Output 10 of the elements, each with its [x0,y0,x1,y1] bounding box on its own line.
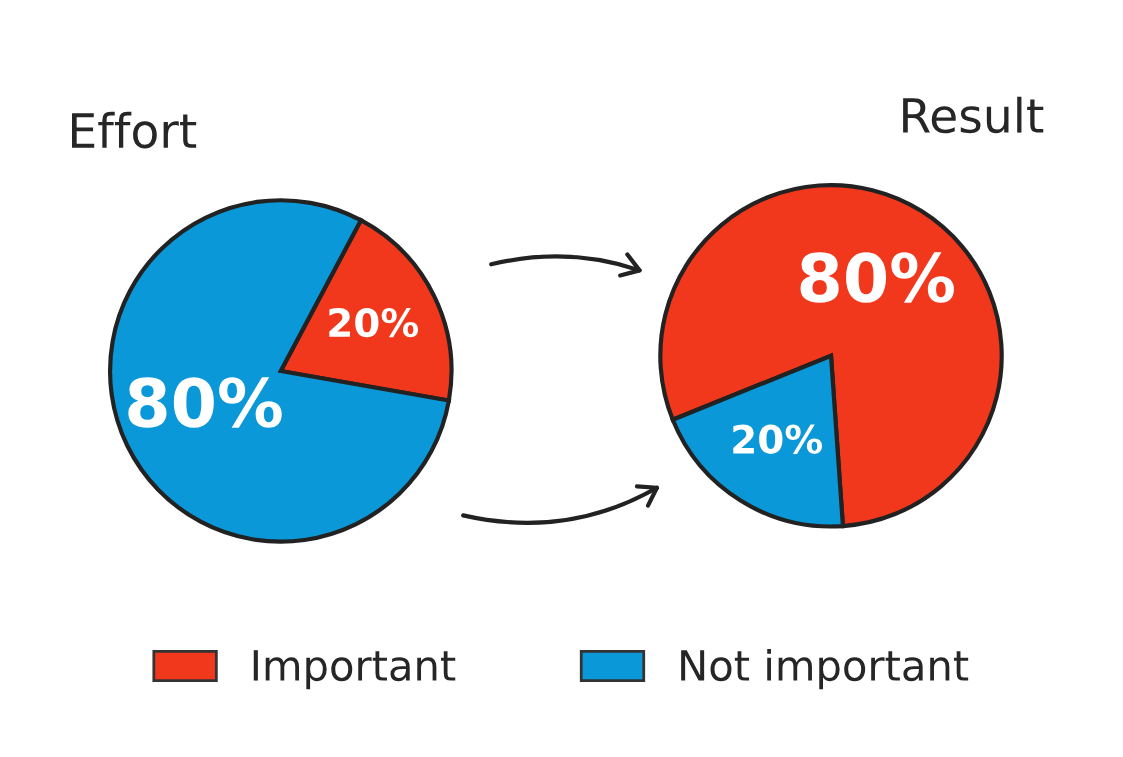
data-label: 20% [329,307,419,338]
pie-slice [658,183,1004,529]
chart-title: Result [903,96,1044,134]
data-label: 80% [128,377,282,428]
legend-label: Not important [681,648,969,690]
legend-label: Important [253,650,456,690]
data-label: 80% [800,252,954,303]
data-label: 20% [733,424,823,454]
pie-slice [107,198,451,544]
chart-title: Effort [72,111,197,149]
